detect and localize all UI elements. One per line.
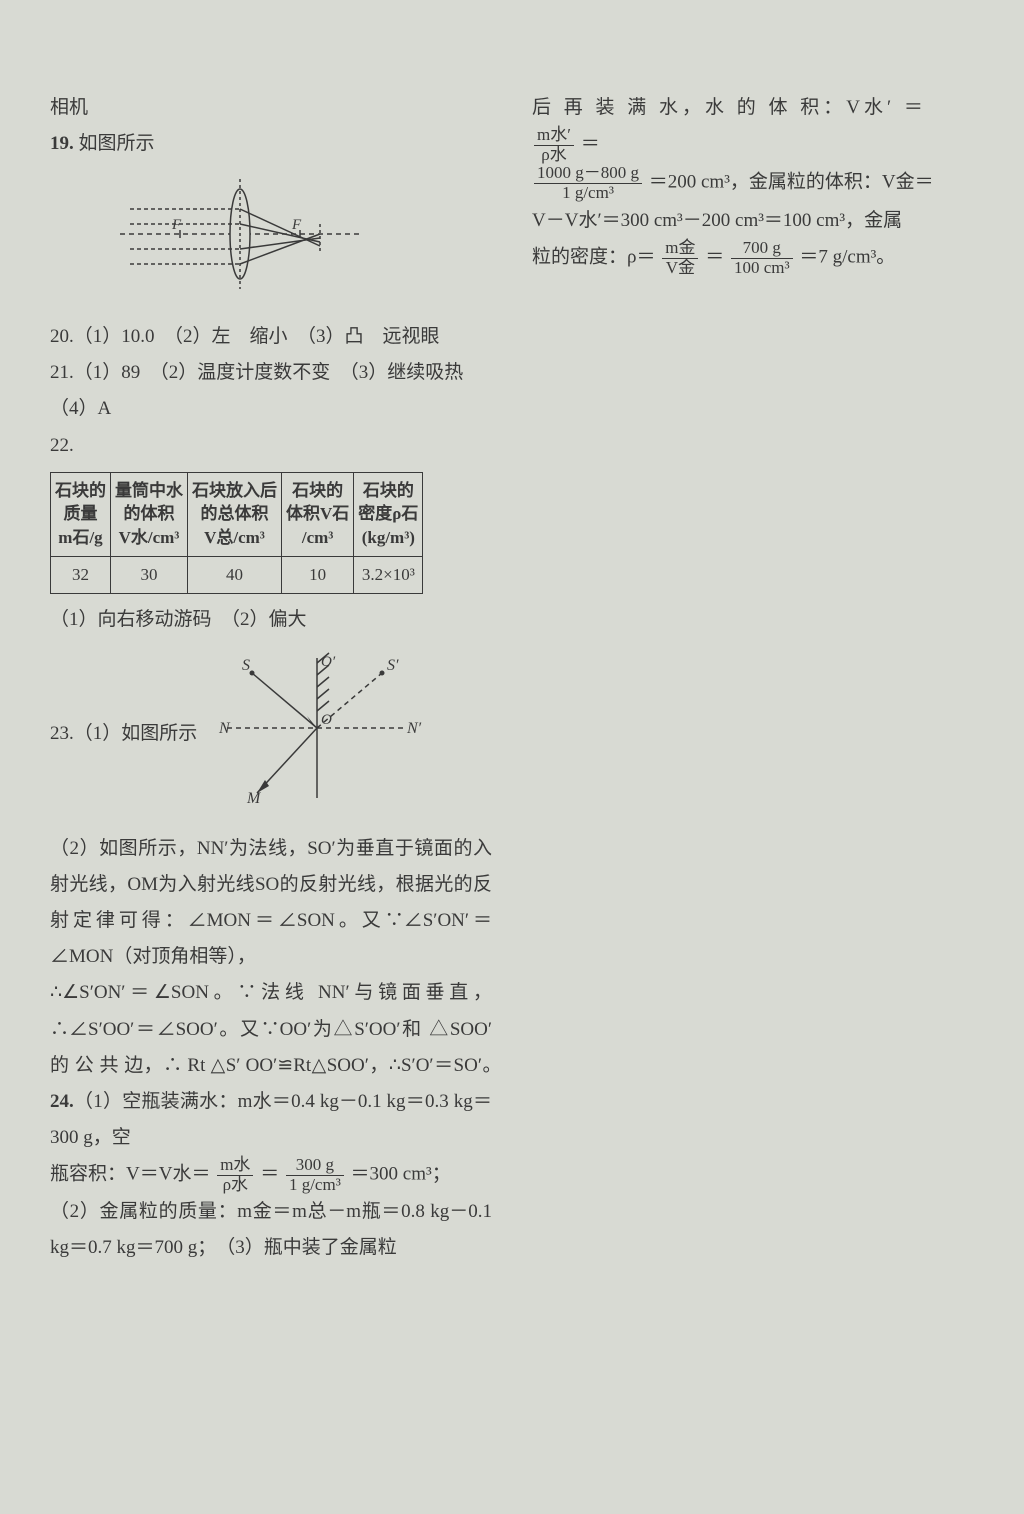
- diagram-lens: F F: [110, 174, 492, 307]
- line-21b: （4）A: [50, 391, 492, 427]
- frac3: m水′ρ水: [534, 126, 574, 164]
- p3c: ＝300 cm³；: [351, 1163, 451, 1184]
- th-1: 量筒中水的体积V水/cm³: [111, 472, 188, 556]
- line-23: 23.（1）如图所示: [50, 648, 492, 821]
- th-0: 石块的质量m石/g: [51, 472, 111, 556]
- table-22: 石块的质量m石/g 量筒中水的体积V水/cm³ 石块放入后的总体积V总/cm³ …: [50, 472, 423, 594]
- para-24-vol: 瓶容积：V＝V水＝ m水ρ水 ＝ 300 g1 g/cm³ ＝300 cm³；: [50, 1156, 492, 1194]
- label-N: N: [218, 720, 231, 737]
- mirror-svg: S S′ N N′ O O′ M: [207, 648, 427, 808]
- label-S: S: [242, 657, 250, 674]
- label-F1: F: [171, 217, 182, 233]
- left-column: 相机 19. 如图所示: [50, 90, 492, 1266]
- frac4-den: 1 g/cm³: [534, 184, 642, 203]
- label-Np: N′: [406, 720, 422, 737]
- line-22b: （1）向右移动游码 （2）偏大: [50, 602, 492, 638]
- r-line3: V－V水′＝300 cm³－200 cm³＝100 cm³，金属: [532, 203, 974, 239]
- table-row: 32 30 40 10 3.2×10³: [51, 557, 423, 594]
- line-22: 22.: [50, 428, 492, 464]
- diagram-mirror: S S′ N N′ O O′ M: [207, 648, 427, 821]
- para-24-2: （2）金属粒的质量：m金＝m总－m瓶＝0.8 kg－0.1 kg＝0.7 kg＝…: [50, 1194, 492, 1266]
- frac1-num: m水: [217, 1156, 253, 1176]
- frac4-num: 1000 g－800 g: [534, 164, 642, 184]
- th-3: 石块的体积V石/cm³: [282, 472, 354, 556]
- frac1-den: ρ水: [217, 1176, 253, 1195]
- td-1: 30: [111, 557, 188, 594]
- r4a: 粒的密度：ρ＝: [532, 246, 655, 267]
- r-line4: 粒的密度：ρ＝ m金V金 ＝ 700 g100 cm³ ＝7 g/cm³。: [532, 239, 974, 277]
- frac6-den: 100 cm³: [731, 259, 793, 278]
- frac6-num: 700 g: [731, 239, 793, 259]
- frac6: 700 g100 cm³: [731, 239, 793, 277]
- frac2-num: 300 g: [286, 1156, 344, 1176]
- frac2-den: 1 g/cm³: [286, 1176, 344, 1195]
- line-21: 21.（1）89 （2）温度计度数不变 （3）继续吸热: [50, 355, 492, 391]
- label-Sp: S′: [387, 657, 399, 674]
- frac2: 300 g1 g/cm³: [286, 1156, 344, 1194]
- frac5-den: V金: [662, 259, 698, 278]
- table-header-row: 石块的质量m石/g 量筒中水的体积V水/cm³ 石块放入后的总体积V总/cm³ …: [51, 472, 423, 556]
- r2a: ＝200 cm³，金属粒的体积：V金＝: [649, 172, 934, 193]
- th-4: 石块的密度ρ石(kg/m³): [354, 472, 423, 556]
- td-2: 40: [188, 557, 282, 594]
- frac1: m水ρ水: [217, 1156, 253, 1194]
- r4c: ＝7 g/cm³。: [799, 246, 895, 267]
- td-3: 10: [282, 557, 354, 594]
- frac3-num: m水′: [534, 126, 574, 146]
- r4b: ＝: [705, 246, 724, 267]
- td-4: 3.2×10³: [354, 557, 423, 594]
- num-24: 24.: [50, 1091, 74, 1112]
- r1a: 后 再 装 满 水，水 的 体 积：V水′ ＝: [532, 97, 927, 118]
- frac4: 1000 g－800 g1 g/cm³: [534, 164, 642, 202]
- frac5-num: m金: [662, 239, 698, 259]
- label-M: M: [246, 790, 262, 807]
- lens-svg: F F: [110, 174, 370, 294]
- frac3-den: ρ水: [534, 146, 574, 165]
- text-23: 23.（1）如图所示: [50, 716, 197, 752]
- num-19: 19.: [50, 133, 74, 154]
- label-F2: F: [291, 217, 302, 233]
- r1b: ＝: [581, 134, 600, 155]
- right-column: 后 再 装 满 水，水 的 体 积：V水′ ＝ m水′ρ水 ＝ 1000 g－8…: [532, 90, 974, 1266]
- frac5: m金V金: [662, 239, 698, 277]
- p3a: 瓶容积：V＝V水＝: [50, 1163, 210, 1184]
- page: 相机 19. 如图所示: [50, 90, 974, 1266]
- text-19: 如图所示: [74, 133, 155, 154]
- label-O: O: [321, 712, 332, 728]
- line-xiangji: 相机: [50, 90, 492, 126]
- p2a: ∴∠S′ON′＝∠SON。∵法线 NN′与镜面垂直，∴∠S′OO′＝∠SOO′。…: [50, 982, 511, 1075]
- p2b-rest: （1）空瓶装满水：m水＝0.4 kg－0.1 kg＝0.3 kg＝300 g，空: [50, 1091, 492, 1148]
- line-20: 20.（1）10.0 （2）左 缩小 （3）凸 远视眼: [50, 319, 492, 355]
- td-0: 32: [51, 557, 111, 594]
- para-23-2: （2）如图所示，NN′为法线，SO′为垂直于镜面的入射光线，OM为入射光线SO的…: [50, 831, 492, 975]
- label-Op: O′: [321, 654, 336, 670]
- r-line1: 后 再 装 满 水，水 的 体 积：V水′ ＝ m水′ρ水 ＝: [532, 90, 974, 164]
- line-19: 19. 如图所示: [50, 126, 492, 162]
- th-2: 石块放入后的总体积V总/cm³: [188, 472, 282, 556]
- p3b: ＝: [260, 1163, 279, 1184]
- r-line2: 1000 g－800 g1 g/cm³ ＝200 cm³，金属粒的体积：V金＝: [532, 164, 974, 202]
- para-23-3: ∴∠S′ON′＝∠SON。∵法线 NN′与镜面垂直，∴∠S′OO′＝∠SOO′。…: [50, 975, 492, 1155]
